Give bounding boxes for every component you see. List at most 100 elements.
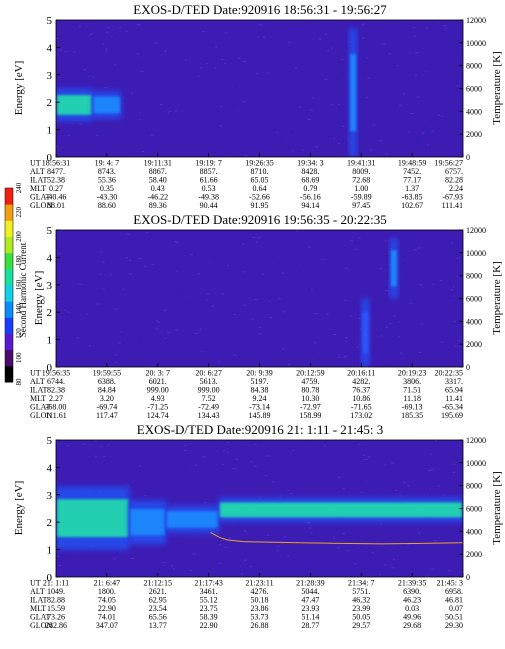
- table-cell: 111.61: [45, 411, 66, 420]
- table-cell: 76.37: [352, 386, 370, 395]
- table-cell: 7.52: [202, 394, 216, 403]
- noise-speck: [141, 474, 144, 476]
- noise-speck: [439, 562, 443, 564]
- noise-speck: [91, 34, 95, 36]
- noise-speck: [191, 319, 195, 321]
- noise-speck: [421, 132, 425, 134]
- table-cell: 21:12:15: [144, 579, 172, 588]
- colorbar-bands: [5, 188, 13, 383]
- noise-speck: [378, 574, 382, 576]
- noise-speck: [337, 75, 340, 77]
- table-row-label: ILAT: [30, 386, 47, 395]
- noise-speck: [301, 24, 304, 26]
- noise-speck: [95, 358, 98, 360]
- panel-title: EXOS-D/TED Date:920916 21: 1:11 - 21:45:…: [137, 422, 384, 437]
- noise-speck: [433, 576, 435, 577]
- noise-speck: [318, 38, 322, 40]
- table-row-label: GLAT: [30, 193, 51, 202]
- noise-speck: [259, 326, 262, 328]
- table-cell: -69.74: [97, 403, 118, 412]
- noise-speck: [77, 80, 81, 82]
- table-cell: 29.68: [403, 621, 421, 630]
- noise-speck: [224, 32, 228, 34]
- table-cell: 29.30: [445, 621, 463, 630]
- noise-speck: [454, 245, 458, 247]
- noise-speck: [256, 138, 259, 140]
- noise-speck: [342, 532, 346, 534]
- table-row-label: ILAT: [30, 596, 47, 605]
- noise-speck: [365, 62, 369, 64]
- noise-speck: [214, 67, 217, 69]
- noise-speck: [453, 286, 455, 288]
- noise-speck: [325, 132, 329, 134]
- energy-tick-label: 5: [47, 15, 53, 27]
- noise-speck: [379, 338, 383, 340]
- noise-speck: [451, 41, 454, 43]
- table-cell: 82.88: [47, 596, 65, 605]
- noise-speck: [138, 258, 142, 260]
- noise-speck: [403, 255, 406, 257]
- table-cell: 23.93: [301, 604, 319, 613]
- table-cell: -59.89: [351, 193, 372, 202]
- noise-speck: [429, 120, 433, 122]
- ephemeris-table: UTALTILATMLTGLATGLON18:56:318477.52.380.…: [30, 159, 463, 211]
- table-cell: 195.69: [441, 411, 463, 420]
- table-cell: 8867.: [149, 167, 167, 176]
- noise-speck: [103, 288, 105, 290]
- table-cell: 0.43: [151, 184, 165, 193]
- noise-speck: [267, 258, 271, 260]
- table-cell: 19:26:35: [245, 159, 273, 168]
- table-cell: 77.17: [403, 176, 421, 185]
- table-cell: 49.96: [403, 613, 421, 622]
- table-cell: 185.35: [401, 411, 423, 420]
- table-cell: 72.68: [352, 176, 370, 185]
- table-cell: 29.57: [352, 621, 370, 630]
- noise-speck: [217, 77, 221, 79]
- noise-speck: [455, 257, 460, 259]
- colorbar-tick-label: 220: [15, 207, 23, 218]
- noise-speck: [200, 351, 203, 353]
- noise-speck: [76, 337, 79, 339]
- noise-speck: [387, 545, 390, 547]
- noise-speck: [89, 345, 92, 347]
- noise-speck: [310, 536, 313, 538]
- noise-speck: [439, 304, 444, 306]
- noise-speck: [113, 64, 116, 66]
- noise-speck: [78, 123, 82, 125]
- noise-speck: [226, 571, 230, 573]
- noise-speck: [324, 33, 327, 35]
- noise-speck: [341, 58, 344, 60]
- noise-speck: [296, 230, 299, 232]
- colorbar-band: [5, 365, 13, 383]
- noise-speck: [284, 535, 287, 537]
- noise-speck: [121, 334, 123, 336]
- noise-speck: [327, 50, 330, 52]
- noise-speck: [100, 234, 102, 236]
- noise-speck: [290, 481, 294, 483]
- noise-speck: [192, 553, 196, 555]
- noise-speck: [231, 105, 236, 107]
- noise-speck: [243, 559, 247, 561]
- noise-speck: [391, 462, 395, 464]
- noise-speck: [385, 255, 389, 257]
- energy-tick-label: 1: [47, 125, 53, 137]
- noise-speck: [144, 253, 149, 255]
- noise-speck: [95, 303, 100, 305]
- colorbar-tick-label: 160: [15, 279, 23, 290]
- noise-speck: [410, 112, 414, 114]
- noise-speck: [83, 443, 86, 445]
- temperature-tick-label: 10000: [466, 39, 486, 48]
- table-cell: 3317.: [445, 377, 463, 386]
- flux-region: [57, 499, 129, 537]
- noise-speck: [441, 115, 444, 117]
- noise-speck: [341, 73, 345, 75]
- table-cell: 80.78: [301, 386, 319, 395]
- table-cell: 6757.: [445, 167, 463, 176]
- noise-speck: [349, 315, 352, 317]
- noise-speck: [313, 139, 316, 141]
- noise-speck: [254, 298, 258, 300]
- noise-speck: [238, 240, 243, 242]
- table-cell: 21:34: 7: [348, 579, 374, 588]
- noise-speck: [124, 257, 129, 259]
